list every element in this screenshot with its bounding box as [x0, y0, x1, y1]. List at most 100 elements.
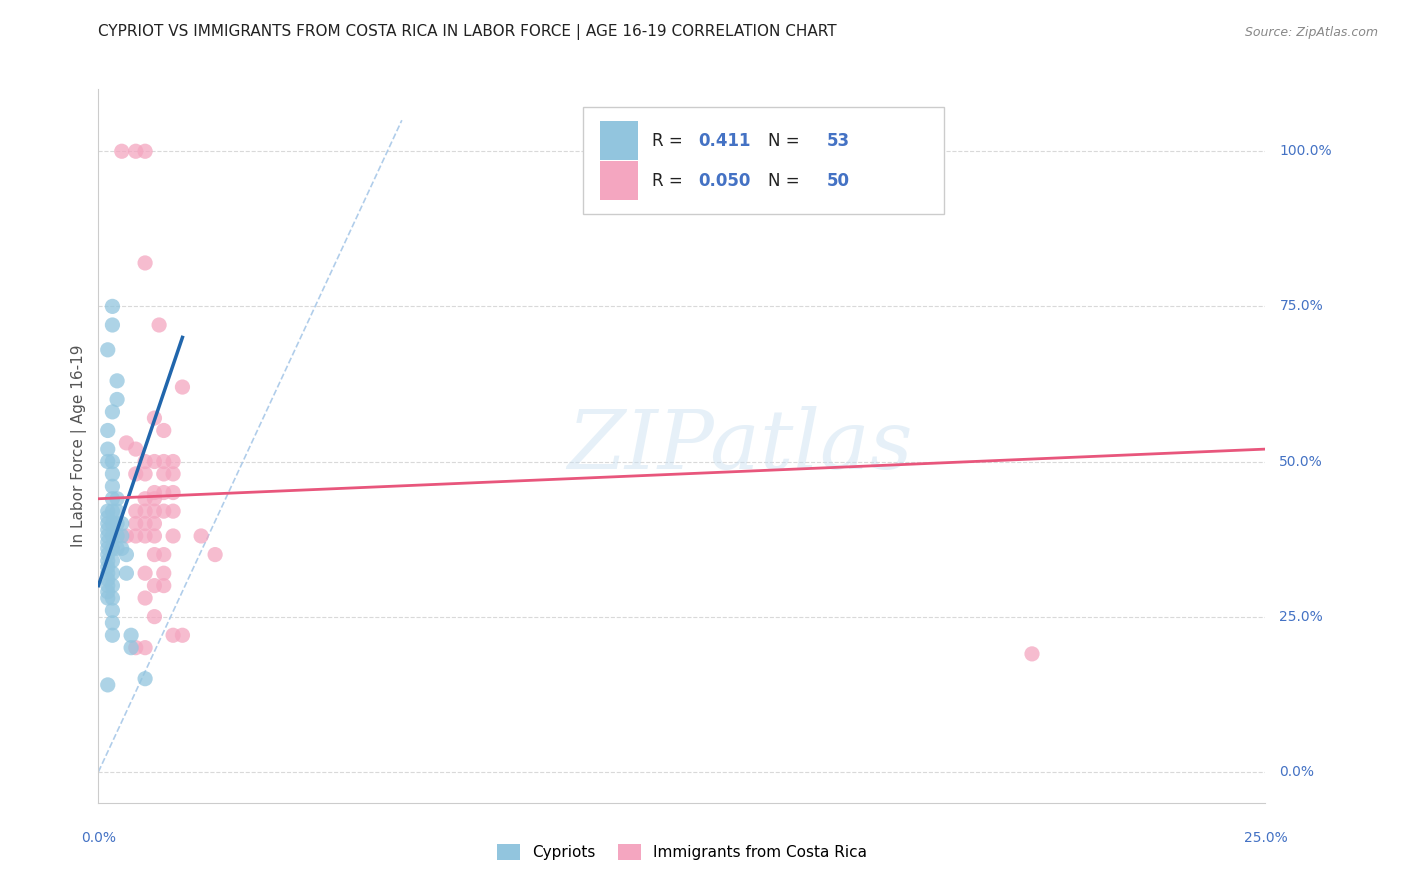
- Point: [101, 491, 124, 506]
- Point: [101, 299, 124, 313]
- Point: [172, 380, 194, 394]
- Point: [134, 640, 156, 655]
- Point: [101, 479, 124, 493]
- Point: [190, 529, 212, 543]
- Point: [97, 454, 120, 468]
- Text: N =: N =: [768, 132, 806, 150]
- Point: [97, 573, 120, 587]
- Point: [143, 548, 166, 562]
- Point: [143, 454, 166, 468]
- Text: Source: ZipAtlas.com: Source: ZipAtlas.com: [1244, 26, 1378, 38]
- Text: 100.0%: 100.0%: [1279, 145, 1331, 158]
- Point: [143, 485, 166, 500]
- Point: [143, 491, 166, 506]
- Point: [97, 523, 120, 537]
- Text: 0.0%: 0.0%: [82, 831, 115, 845]
- Point: [97, 560, 120, 574]
- Point: [105, 504, 128, 518]
- Point: [97, 535, 120, 549]
- Text: 25.0%: 25.0%: [1279, 609, 1323, 624]
- Point: [134, 454, 156, 468]
- Point: [105, 529, 128, 543]
- Point: [101, 454, 124, 468]
- Point: [1021, 647, 1043, 661]
- Point: [97, 504, 120, 518]
- Point: [134, 467, 156, 481]
- Point: [97, 510, 120, 524]
- Point: [101, 579, 124, 593]
- Text: 0.0%: 0.0%: [1279, 764, 1315, 779]
- Text: 0.050: 0.050: [699, 171, 751, 189]
- Point: [152, 548, 174, 562]
- Point: [101, 554, 124, 568]
- Point: [101, 467, 124, 481]
- Y-axis label: In Labor Force | Age 16-19: In Labor Force | Age 16-19: [72, 344, 87, 548]
- Point: [97, 584, 120, 599]
- Text: 75.0%: 75.0%: [1279, 300, 1323, 313]
- Point: [97, 548, 120, 562]
- Point: [111, 145, 134, 159]
- Point: [162, 485, 184, 500]
- Point: [125, 145, 148, 159]
- Point: [162, 628, 184, 642]
- Point: [162, 529, 184, 543]
- Point: [101, 591, 124, 605]
- Text: 0.411: 0.411: [699, 132, 751, 150]
- Point: [134, 529, 156, 543]
- Point: [97, 678, 120, 692]
- Point: [97, 424, 120, 438]
- Point: [105, 491, 128, 506]
- Point: [105, 374, 128, 388]
- Point: [97, 566, 120, 581]
- Point: [134, 591, 156, 605]
- Point: [134, 256, 156, 270]
- Point: [97, 516, 120, 531]
- Point: [101, 504, 124, 518]
- Point: [143, 504, 166, 518]
- Point: [134, 566, 156, 581]
- Text: 50.0%: 50.0%: [1279, 455, 1323, 468]
- Point: [97, 442, 120, 456]
- Point: [111, 516, 134, 531]
- Point: [115, 529, 138, 543]
- Point: [152, 579, 174, 593]
- Point: [105, 541, 128, 556]
- Point: [152, 566, 174, 581]
- Point: [97, 541, 120, 556]
- Point: [105, 392, 128, 407]
- Point: [115, 566, 138, 581]
- Text: R =: R =: [651, 132, 688, 150]
- Point: [97, 343, 120, 357]
- Text: ZIPatlas: ZIPatlas: [568, 406, 912, 486]
- FancyBboxPatch shape: [582, 107, 945, 214]
- Text: 53: 53: [827, 132, 849, 150]
- Point: [101, 529, 124, 543]
- Legend: Cypriots, Immigrants from Costa Rica: Cypriots, Immigrants from Costa Rica: [491, 838, 873, 866]
- Point: [101, 318, 124, 332]
- Point: [120, 628, 142, 642]
- Point: [101, 405, 124, 419]
- Point: [105, 516, 128, 531]
- Point: [97, 579, 120, 593]
- Point: [97, 554, 120, 568]
- Point: [101, 516, 124, 531]
- Point: [162, 504, 184, 518]
- Point: [101, 615, 124, 630]
- Point: [97, 591, 120, 605]
- Point: [111, 529, 134, 543]
- Point: [143, 411, 166, 425]
- Point: [152, 485, 174, 500]
- FancyBboxPatch shape: [600, 121, 637, 161]
- Point: [143, 529, 166, 543]
- Point: [204, 548, 226, 562]
- Text: 50: 50: [827, 171, 849, 189]
- Point: [152, 467, 174, 481]
- Point: [152, 454, 174, 468]
- Text: R =: R =: [651, 171, 688, 189]
- Point: [134, 672, 156, 686]
- Point: [115, 548, 138, 562]
- Point: [134, 504, 156, 518]
- Point: [134, 516, 156, 531]
- Point: [111, 541, 134, 556]
- Point: [101, 566, 124, 581]
